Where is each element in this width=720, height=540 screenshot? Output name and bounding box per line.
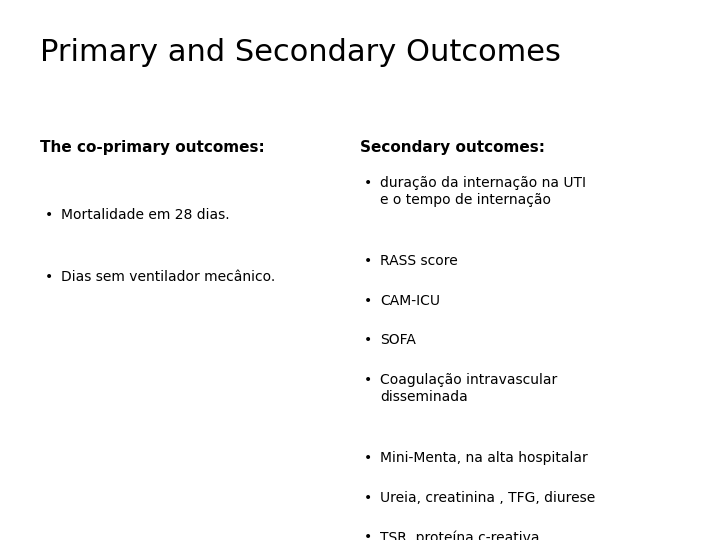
Text: •: • <box>364 373 372 387</box>
Text: •: • <box>364 333 372 347</box>
Text: Mortalidade em 28 dias.: Mortalidade em 28 dias. <box>61 208 230 222</box>
Text: •: • <box>45 270 53 284</box>
Text: •: • <box>364 294 372 308</box>
Text: •: • <box>364 451 372 465</box>
Text: RASS score: RASS score <box>380 254 458 268</box>
Text: Primary and Secondary Outcomes: Primary and Secondary Outcomes <box>40 38 560 67</box>
Text: duração da internação na UTI
e o tempo de internação: duração da internação na UTI e o tempo d… <box>380 176 586 207</box>
Text: •: • <box>364 254 372 268</box>
Text: Ureia, creatinina , TFG, diurese: Ureia, creatinina , TFG, diurese <box>380 491 595 505</box>
Text: TSR, proteína c-reativa,
procalcitonina: TSR, proteína c-reativa, procalcitonina <box>380 530 544 540</box>
Text: •: • <box>45 208 53 222</box>
Text: Dias sem ventilador mecânico.: Dias sem ventilador mecânico. <box>61 270 276 284</box>
Text: SOFA: SOFA <box>380 333 416 347</box>
Text: The co-primary outcomes:: The co-primary outcomes: <box>40 140 264 156</box>
Text: •: • <box>364 530 372 540</box>
Text: Coagulação intravascular
disseminada: Coagulação intravascular disseminada <box>380 373 557 404</box>
Text: CAM-ICU: CAM-ICU <box>380 294 440 308</box>
Text: Mini-Menta, na alta hospitalar: Mini-Menta, na alta hospitalar <box>380 451 588 465</box>
Text: •: • <box>364 491 372 505</box>
Text: •: • <box>364 176 372 190</box>
Text: Secondary outcomes:: Secondary outcomes: <box>360 140 545 156</box>
